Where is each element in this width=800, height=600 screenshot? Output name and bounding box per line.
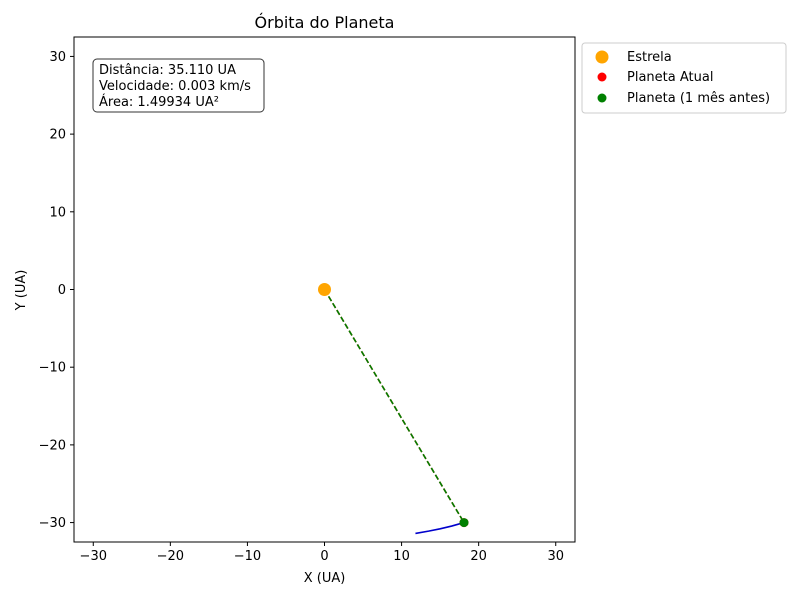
- legend-marker-planeta-atual: [597, 72, 607, 82]
- x-tick-label: 10: [393, 549, 410, 564]
- legend-label-estrela: Estrela: [627, 50, 672, 65]
- info-distance: Distância: 35.110 UA: [99, 63, 236, 78]
- y-tick-label: 20: [49, 128, 66, 143]
- y-tick-label: −20: [39, 438, 66, 453]
- x-tick-label: −10: [234, 549, 261, 564]
- x-axis-label: X (UA): [304, 571, 346, 586]
- chart-title: Órbita do Planeta: [255, 13, 395, 32]
- legend-label-planeta-atual: Planeta Atual: [627, 70, 713, 85]
- legend: Estrela Planeta Atual Planeta (1 mês ant…: [581, 42, 787, 114]
- radius-line-previous: [323, 289, 465, 523]
- x-axis-ticks: −30 −20 −10 0 10 20 30: [80, 542, 564, 564]
- x-tick-label: 20: [470, 549, 487, 564]
- star-marker: [318, 283, 331, 296]
- y-tick-label: 0: [58, 283, 66, 298]
- x-tick-label: 30: [547, 549, 564, 564]
- legend-frame: [581, 42, 787, 114]
- legend-label-planeta-anterior: Planeta (1 mês antes): [627, 91, 770, 106]
- y-axis-ticks: −30 −20 −10 0 10 20 30: [39, 50, 74, 531]
- y-tick-label: 10: [49, 205, 66, 220]
- y-tick-label: −30: [39, 516, 66, 531]
- x-tick-label: −20: [157, 549, 184, 564]
- plot-area: [73, 36, 576, 543]
- y-tick-label: −10: [39, 361, 66, 376]
- orbit-path-line: [415, 521, 465, 535]
- info-box-frame: [92, 58, 265, 113]
- info-velocity: Velocidade: 0.003 km/s: [99, 79, 251, 94]
- legend-marker-estrela: [595, 50, 609, 64]
- plot-marks: [318, 283, 469, 535]
- y-tick-label: 30: [49, 50, 66, 65]
- info-box: Distância: 35.110 UA Velocidade: 0.003 k…: [92, 58, 265, 113]
- x-tick-label: 0: [320, 549, 328, 564]
- legend-marker-planeta-anterior: [597, 93, 607, 103]
- info-area: Área: 1.49934 UA²: [99, 94, 219, 110]
- y-axis-label: Y (UA): [14, 270, 29, 312]
- planet-previous-marker: [459, 518, 469, 528]
- x-tick-label: −30: [80, 549, 107, 564]
